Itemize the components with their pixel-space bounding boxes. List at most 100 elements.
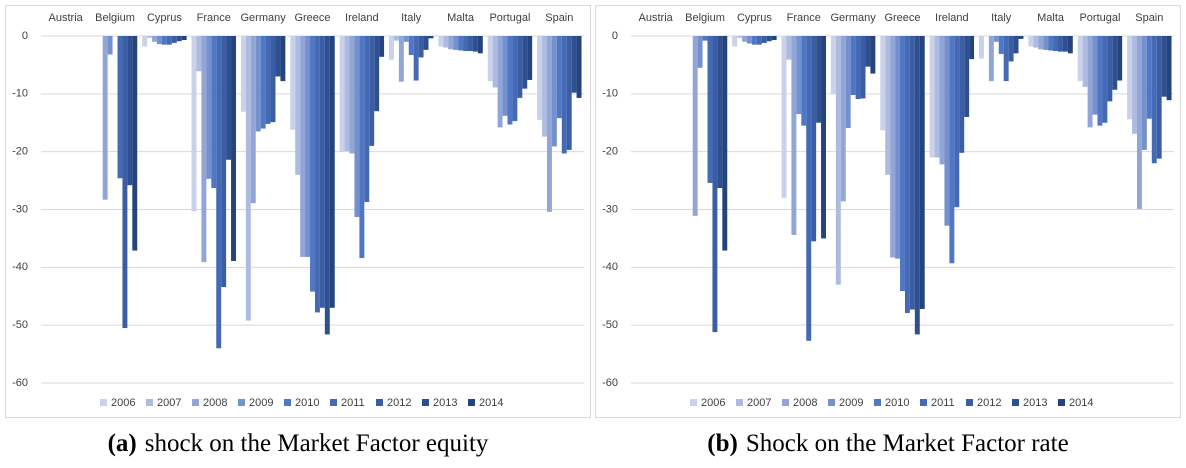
bar: [275, 36, 281, 77]
x-tick-label: Spain: [545, 12, 573, 24]
bar: [988, 36, 994, 82]
bar: [280, 36, 286, 82]
bar: [1028, 36, 1034, 47]
legend-swatch: [146, 399, 153, 406]
x-tick-label: France: [197, 12, 231, 24]
legend-label: 2013: [1023, 397, 1047, 409]
bar: [458, 36, 464, 51]
legend-label: 2010: [885, 397, 909, 409]
bar: [196, 36, 202, 72]
bar: [742, 36, 748, 42]
bar: [1166, 36, 1172, 101]
legend-swatch: [330, 399, 337, 406]
x-tick-label: Portugal: [1079, 12, 1120, 24]
bar: [157, 36, 162, 45]
bar: [339, 36, 345, 152]
bar: [166, 36, 172, 45]
x-tick-label: Italy: [991, 12, 1012, 24]
bar: [796, 36, 802, 115]
bar: [697, 36, 703, 68]
bar: [747, 36, 752, 44]
legend-swatch: [874, 399, 881, 406]
bar: [934, 36, 940, 158]
caption-text: shock on the Market Factor equity: [144, 430, 489, 457]
bar: [171, 36, 177, 43]
bar: [147, 36, 153, 38]
bar: [344, 36, 350, 152]
bar: [914, 36, 920, 335]
caption-label: (b): [707, 430, 738, 457]
bar: [771, 36, 777, 41]
bar: [517, 36, 523, 98]
x-tick-label: Belgium: [685, 12, 725, 24]
y-tick-label: -40: [12, 261, 28, 273]
legend-swatch: [828, 399, 835, 406]
bar: [374, 36, 380, 112]
legend-label: 2013: [433, 397, 457, 409]
bar: [438, 36, 444, 47]
bar: [250, 36, 256, 204]
bar: [467, 36, 473, 52]
bar: [835, 36, 841, 285]
legend-label: 2006: [701, 397, 725, 409]
bar: [408, 36, 414, 56]
bar: [1013, 36, 1019, 54]
bar: [492, 36, 498, 88]
bar: [211, 36, 217, 189]
bar: [761, 36, 767, 43]
bar: [1008, 36, 1014, 62]
x-tick-label: Ireland: [935, 12, 969, 24]
bar: [295, 36, 301, 175]
bar: [1038, 36, 1044, 50]
bar: [571, 36, 577, 93]
bar: [265, 36, 271, 124]
bar: [1127, 36, 1133, 120]
bar: [1097, 36, 1103, 126]
bar: [423, 36, 429, 50]
bar: [472, 36, 478, 52]
bar: [1053, 36, 1058, 52]
bar: [161, 36, 167, 45]
legend-swatch: [192, 399, 199, 406]
bar: [969, 36, 975, 60]
bar: [556, 36, 562, 119]
bar: [191, 36, 197, 212]
bar: [398, 36, 404, 82]
bar: [1057, 36, 1063, 52]
bar: [364, 36, 370, 202]
bar: [781, 36, 787, 198]
bar: [354, 36, 360, 218]
x-tick-label: Greece: [884, 12, 920, 24]
bar: [1092, 36, 1098, 115]
bar: [290, 36, 296, 130]
bar: [939, 36, 945, 165]
bar: [1146, 36, 1152, 119]
caption: (a) shock on the Market Factor equity: [3, 430, 593, 458]
bar: [107, 36, 113, 55]
bar: [413, 36, 419, 81]
bar: [240, 36, 246, 112]
x-tick-label: Austria: [49, 12, 84, 24]
bar: [929, 36, 935, 158]
bar: [546, 36, 552, 212]
y-tick-label: -50: [602, 319, 618, 331]
legend-label: 2006: [111, 397, 135, 409]
bar: [448, 36, 454, 50]
bar: [522, 36, 528, 89]
y-tick-label: 0: [22, 30, 28, 42]
bar: [122, 36, 128, 329]
y-tick-label: -50: [12, 319, 28, 331]
y-tick-label: -60: [12, 377, 28, 389]
bar: [310, 36, 315, 292]
legend-label: 2008: [203, 397, 227, 409]
bar: [403, 36, 409, 42]
bar: [487, 36, 493, 82]
bar: [176, 36, 182, 42]
bar: [443, 36, 449, 48]
legend-label: 2009: [839, 397, 863, 409]
bar: [393, 36, 399, 41]
bar: [1003, 36, 1009, 82]
bar: [944, 36, 950, 226]
y-tick-label: -30: [12, 203, 28, 215]
